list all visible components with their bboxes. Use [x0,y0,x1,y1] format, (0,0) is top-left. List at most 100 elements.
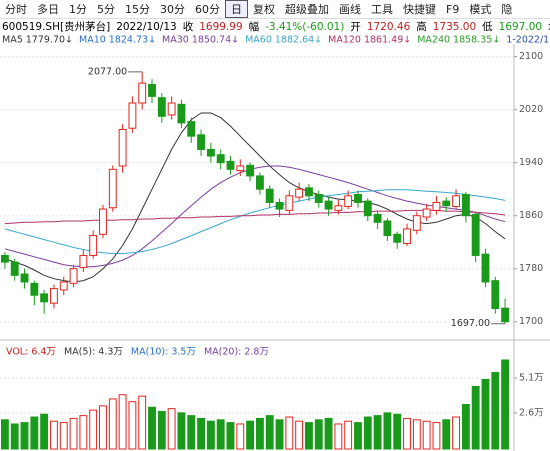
toolbar-button[interactable]: 超级叠加 [285,3,329,16]
ma-name: MA120 [328,35,361,46]
candle-body [118,129,127,167]
volume-bar [216,419,225,450]
toolbar-button[interactable]: 画线 [339,3,361,16]
toolbar-button[interactable]: 隐 [501,3,513,16]
toolbar-button[interactable]: 日 [225,0,248,18]
volume-bar [128,401,137,450]
candle-body [452,195,460,207]
info-value: 1697.00 [498,20,543,33]
toolbar-button[interactable]: 快捷键 [403,3,436,16]
candle-body [0,254,9,263]
candle-body [99,208,107,235]
toolbar-button[interactable]: 工具 [371,3,393,16]
candle-body [373,213,382,223]
annotation: 1697.00 [451,318,490,329]
volume-bar [363,416,372,450]
volume-bar [334,423,343,450]
ma-line [4,189,506,254]
candle-body [403,228,411,245]
volume-bar [138,395,147,450]
candle-body [324,200,333,210]
volume-bar [354,422,362,450]
y-tick-label: 1780 [519,263,543,274]
volume-bar [99,405,107,450]
ma-value: 1779.70↓ [26,35,73,46]
volume-bar [148,406,156,450]
volume-bar [69,417,78,450]
candle-body [461,193,470,217]
candle-body [422,208,431,218]
candle-body [255,175,264,190]
info-value: -3.41%(-60.01) [265,20,345,33]
ma-line [4,165,506,268]
candle-body [69,268,78,284]
volume-bar [197,417,205,450]
volume-bar [79,415,88,450]
volume-bar [344,420,353,450]
toolbar-button[interactable]: 1分 [69,3,87,16]
candle-body [79,254,88,268]
volume-bar [305,422,313,450]
toolbar-button[interactable]: F9 [446,2,460,16]
toolbar-button[interactable]: 复权 [253,3,275,16]
volume-bar [471,385,480,450]
info-label: 高 [416,21,427,33]
volume-bar [324,417,333,450]
volume-bar [432,422,441,450]
volume-bar [275,419,284,450]
ma-value: 1861.49↓ [364,35,411,46]
toolbar-button[interactable]: 多日 [37,3,59,16]
toolbar: 分时 多日 1分 5分 15分 30分 60分日复权 超级叠加 画线 工具 快捷键 F9 模式隐 [0,0,550,19]
toolbar-button[interactable]: 30分 [160,3,185,16]
candle-body [344,195,353,207]
candle-body [157,97,166,117]
volume-bar [285,416,294,450]
ma-value: 1882.64↓ [275,35,322,46]
ma-name: MA60 [245,35,272,46]
toolbar-button[interactable]: 15分 [125,3,150,16]
candle-body [285,195,294,211]
candle-body [128,102,137,129]
candle-body [216,154,225,164]
y-tick-label: 2100 [519,51,543,62]
chart: MA5 1779.70↓ MA10 1824.73↓ MA30 1850.74↓ MA60 1… [0,35,550,451]
stock-code: 600519.SH[贵州茅台] [2,21,111,33]
volume-bar [461,404,470,450]
candle-body [246,164,255,177]
ma-name: MA30 [162,35,189,46]
volume-bar [452,416,460,450]
info-value: 1699.99 [199,20,243,33]
candle-body [363,200,372,217]
volume-bar [59,422,68,450]
volume-bar [403,417,411,450]
candle-body [295,188,304,198]
candle-body [354,193,362,203]
volume-bar [30,416,39,450]
volume-bar [442,419,451,450]
candle-body [206,148,215,157]
candle-body [10,261,19,276]
toolbar-button[interactable]: 模式 [469,3,492,16]
toolbar-button[interactable]: 60分 [195,3,220,16]
candle-body [501,307,510,323]
volume-bar [501,359,510,450]
info-value: 1720.46 [366,20,411,33]
info-label: 均 [548,19,550,34]
candle-body [30,282,39,296]
candle-body [89,235,98,256]
info-row: 600519.SH[贵州茅台] 2022/10/13 收 1699.99 幅 -3.41%… [0,19,550,34]
candle-body [265,188,274,203]
volume-header: MA(10): 3.5万 [131,347,196,358]
volume-bar [187,415,196,450]
toolbar-button[interactable]: 分时 [5,3,27,16]
info-label: 收 [182,21,194,33]
candle-body [334,205,343,211]
volume-bar [255,417,264,450]
ma-value: 1850.74↓ [192,35,239,46]
volume-bar [491,372,500,450]
toolbar-button[interactable]: 5分 [97,3,115,16]
ma-name: MA240 [417,35,450,46]
candle-body [305,187,313,197]
candle-body [108,168,117,209]
